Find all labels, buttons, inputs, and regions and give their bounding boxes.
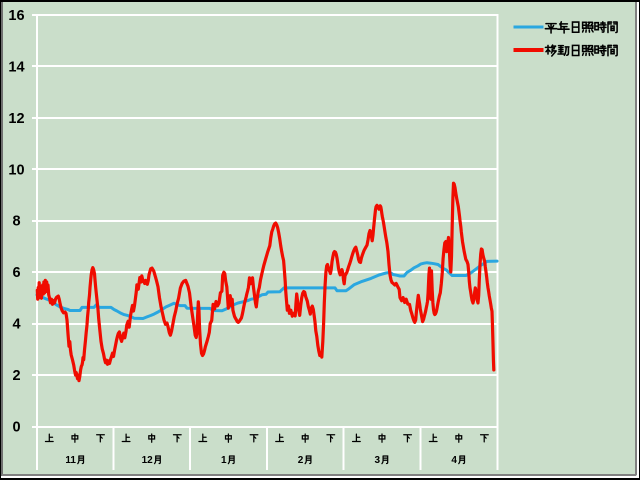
svg-text:1: 1 bbox=[221, 455, 227, 466]
svg-text:2: 2 bbox=[298, 455, 304, 466]
svg-text:16: 16 bbox=[8, 8, 24, 24]
svg-text:6: 6 bbox=[12, 265, 20, 281]
svg-text:12: 12 bbox=[142, 455, 154, 466]
svg-text:8: 8 bbox=[12, 214, 20, 230]
svg-text:14: 14 bbox=[8, 59, 24, 75]
svg-text:0: 0 bbox=[12, 420, 20, 436]
svg-text:3: 3 bbox=[375, 455, 381, 466]
svg-text:4: 4 bbox=[12, 317, 20, 333]
svg-text:10: 10 bbox=[8, 162, 24, 178]
svg-text:2: 2 bbox=[12, 368, 20, 384]
svg-text:11: 11 bbox=[65, 455, 76, 466]
svg-text:4: 4 bbox=[451, 455, 457, 466]
svg-text:12: 12 bbox=[8, 111, 24, 127]
